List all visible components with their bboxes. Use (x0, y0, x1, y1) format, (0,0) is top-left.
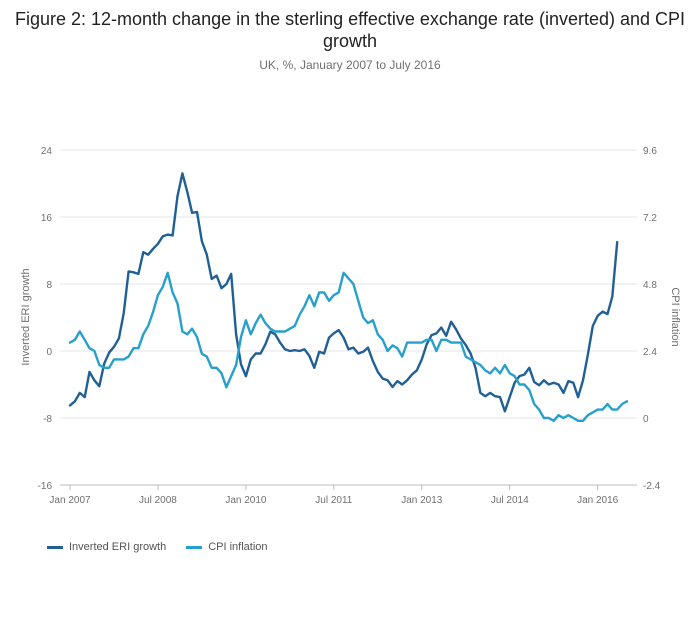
legend-item-cpi: CPI inflation (186, 541, 268, 553)
y2-tick-label: 4.8 (643, 280, 657, 291)
x-tick-label: Jan 2013 (401, 495, 443, 506)
x-tick-label: Jul 2014 (491, 495, 529, 506)
chart-title: Figure 2: 12-month change in the sterlin… (14, 9, 686, 51)
x-tick-label: Jul 2008 (139, 495, 177, 506)
y2-tick-label: 9.6 (643, 146, 657, 157)
series-lines (68, 172, 629, 422)
legend-swatch-eri (47, 545, 63, 549)
x-tick-label: Jan 2016 (577, 495, 619, 506)
left-axis-ticks: 24 16 8 0 -8 -16 (38, 146, 53, 492)
chart-subtitle: UK, %, January 2007 to July 2016 (259, 58, 441, 72)
x-axis-ticks: Jan 2007 Jul 2008 Jan 2010 Jul 2011 Jan 2013… (49, 485, 619, 506)
right-axis-label: CPI inflation (669, 287, 681, 346)
legend-label-cpi: CPI inflation (208, 541, 268, 553)
x-tick-label: Jan 2007 (49, 495, 91, 506)
left-axis-label: Inverted ERI growth (20, 268, 32, 365)
y-tick-label: 24 (41, 146, 53, 157)
legend-item-eri: Inverted ERI growth (47, 541, 166, 553)
y-tick-label: 0 (46, 347, 52, 358)
x-tick-label: Jan 2010 (225, 495, 267, 506)
legend: Inverted ERI growth CPI inflation (47, 541, 268, 553)
series-line-cpi (68, 271, 629, 422)
y2-tick-label: 2.4 (643, 347, 657, 358)
y2-tick-label: 7.2 (643, 213, 657, 224)
legend-label-eri: Inverted ERI growth (69, 541, 167, 553)
y2-tick-label: 0 (643, 414, 649, 425)
x-tick-label: Jul 2011 (315, 495, 353, 506)
y-tick-label: 8 (46, 280, 52, 291)
y-tick-label: 16 (41, 213, 53, 224)
right-axis-ticks: 9.6 7.2 4.8 2.4 0 -2.4 (643, 146, 661, 492)
y2-tick-label: -2.4 (643, 481, 661, 492)
gridlines (60, 149, 637, 486)
series-line-inverted-eri (68, 172, 619, 413)
legend-swatch-cpi (186, 545, 203, 549)
y-tick-label: -16 (38, 481, 53, 492)
y-tick-label: -8 (43, 414, 52, 425)
